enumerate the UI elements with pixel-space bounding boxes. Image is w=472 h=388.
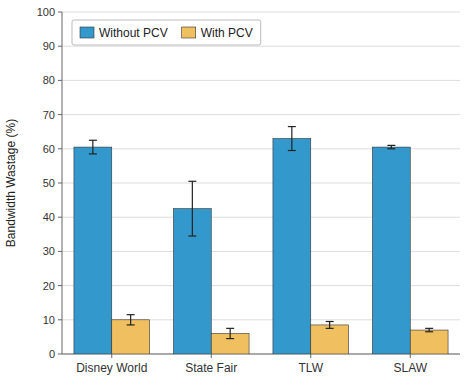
error-bar [288,127,296,151]
legend-swatch [80,27,94,38]
error-bar [226,328,234,338]
error-bar [425,328,433,331]
y-tick [58,46,62,47]
x-tick-label: TLW [299,361,324,375]
y-tick-label: 20 [43,280,55,292]
chart: 0 10 20 30 40 50 60 70 80 90 100 Bandwidth Wastage … [0,0,472,388]
x-tick-label: Disney World [76,361,147,375]
x-tick [111,354,112,358]
legend-label: With PCV [201,26,253,40]
y-tick-label: 50 [43,177,55,189]
x-tick [211,354,212,358]
y-tick [58,319,62,320]
error-bar [127,315,135,325]
x-tick-label: State Fair [185,361,237,375]
y-tick [58,217,62,218]
y-tick [58,148,62,149]
grid-line [62,114,460,115]
bar [273,139,311,354]
bar [410,330,448,354]
chart-container: 0 10 20 30 40 50 60 70 80 90 100 Bandwidth Wastage … [0,0,472,388]
y-axis: 0 10 20 30 40 50 60 70 80 90 100 [37,6,460,360]
error-bar [89,140,97,154]
y-tick-label: 60 [43,143,55,155]
y-tick-label: 30 [43,245,55,257]
x-tick [310,354,311,358]
y-tick [58,80,62,81]
bar [74,147,112,354]
y-tick [58,114,62,115]
x-tick-label: SLAW [393,361,427,375]
bars [74,127,448,354]
grid-line [62,12,460,13]
y-tick [58,285,62,286]
y-tick [58,354,62,355]
bar [112,320,150,354]
y-tick-label: 10 [43,314,55,326]
y-tick-label: 80 [43,74,55,86]
legend-swatch [182,27,196,38]
grid-line [62,80,460,81]
series [112,315,448,354]
y-tick-label: 100 [37,6,55,18]
y-axis-line [62,12,63,354]
series [74,127,410,354]
bar [372,147,410,354]
x-tick [410,354,411,358]
y-axis-label: Bandwidth Wastage (%) [4,119,18,247]
grid-line [62,46,460,47]
error-bar [387,145,395,148]
error-bar [326,322,334,329]
y-tick-label: 40 [43,211,55,223]
y-tick-label: 70 [43,109,55,121]
legend-label: Without PCV [99,26,168,40]
y-tick [58,183,62,184]
legend-box [72,20,261,45]
y-tick [58,251,62,252]
bar [311,325,349,354]
y-tick-label: 90 [43,40,55,52]
legend: Without PCV With PCV [72,20,261,45]
y-tick [58,12,62,13]
error-bar [188,181,196,236]
y-tick-label: 0 [49,348,55,360]
